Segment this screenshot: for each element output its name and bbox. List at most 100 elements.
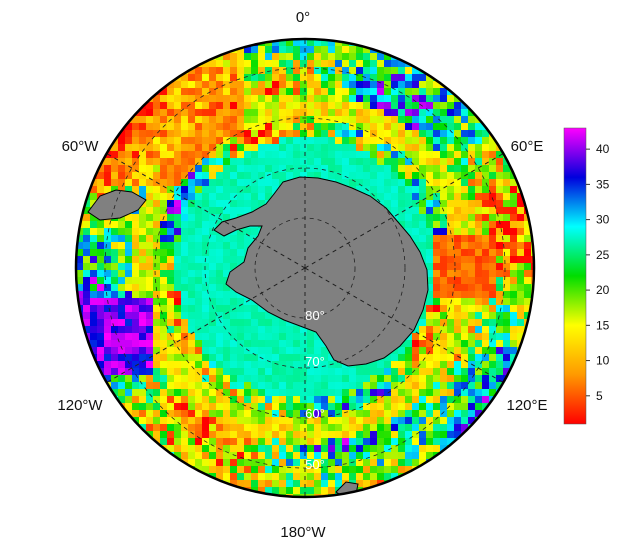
data-cell <box>531 263 534 271</box>
colorbar-tick-label: 25 <box>596 248 610 262</box>
data-cell <box>482 186 490 194</box>
data-cell <box>426 228 434 236</box>
data-cell <box>97 249 105 257</box>
data-cell <box>118 305 126 313</box>
data-cell <box>405 116 413 124</box>
data-cell <box>314 340 322 348</box>
data-cell <box>125 165 133 173</box>
data-cell <box>104 270 112 278</box>
data-cell <box>468 186 476 194</box>
data-cell <box>265 424 273 432</box>
data-cell <box>97 221 105 229</box>
data-cell <box>293 403 301 411</box>
data-cell <box>510 193 518 201</box>
data-cell <box>300 459 308 467</box>
data-cell <box>244 151 252 159</box>
data-cell <box>223 347 231 355</box>
data-cell <box>286 326 294 334</box>
data-cell <box>132 263 140 271</box>
data-cell <box>475 305 483 313</box>
data-cell <box>447 431 455 439</box>
data-cell <box>118 165 126 173</box>
data-cell <box>146 333 154 341</box>
data-cell <box>195 172 203 180</box>
data-cell <box>125 361 133 369</box>
data-cell <box>496 333 504 341</box>
data-cell <box>419 207 427 215</box>
data-cell <box>300 417 308 425</box>
data-cell <box>146 193 154 201</box>
data-cell <box>251 368 259 376</box>
data-cell <box>440 277 448 285</box>
data-cell <box>426 417 434 425</box>
data-cell <box>251 382 259 390</box>
data-cell <box>496 207 504 215</box>
data-cell <box>447 172 455 180</box>
data-cell <box>447 102 455 110</box>
data-cell <box>202 333 210 341</box>
data-cell <box>195 326 203 334</box>
data-cell <box>209 396 217 404</box>
data-cell <box>160 179 168 187</box>
data-cell <box>160 361 168 369</box>
data-cell <box>125 270 133 278</box>
data-cell <box>405 417 413 425</box>
data-cell <box>447 340 455 348</box>
data-cell <box>363 172 371 180</box>
data-cell <box>146 312 154 320</box>
data-cell <box>482 375 490 383</box>
data-cell <box>440 249 448 257</box>
data-cell <box>272 354 280 362</box>
data-cell <box>146 347 154 355</box>
data-cell <box>188 200 196 208</box>
data-cell <box>426 151 434 159</box>
data-cell <box>440 221 448 229</box>
data-cell <box>104 375 112 383</box>
data-cell <box>426 74 434 82</box>
data-cell <box>181 333 189 341</box>
data-cell <box>496 354 504 362</box>
data-cell <box>195 123 203 131</box>
data-cell <box>419 235 427 243</box>
data-cell <box>447 242 455 250</box>
data-cell <box>216 333 224 341</box>
data-cell <box>90 256 98 264</box>
data-cell <box>216 60 224 68</box>
data-cell <box>118 326 126 334</box>
data-cell <box>279 109 287 117</box>
data-cell <box>258 333 266 341</box>
data-cell <box>181 186 189 194</box>
data-cell <box>398 389 406 397</box>
data-cell <box>244 67 252 75</box>
data-cell <box>356 81 364 89</box>
data-cell <box>517 305 525 313</box>
data-cell <box>370 361 378 369</box>
data-cell <box>244 319 252 327</box>
data-cell <box>118 151 126 159</box>
data-cell <box>139 277 147 285</box>
data-cell <box>489 242 497 250</box>
data-cell <box>426 340 434 348</box>
data-cell <box>405 165 413 173</box>
data-cell <box>321 368 329 376</box>
data-cell <box>153 102 161 110</box>
data-cell <box>195 396 203 404</box>
data-cell <box>391 102 399 110</box>
data-cell <box>349 410 357 418</box>
data-cell <box>419 249 427 257</box>
data-cell <box>209 221 217 229</box>
data-cell <box>293 431 301 439</box>
data-cell <box>489 333 497 341</box>
data-cell <box>461 165 469 173</box>
data-cell <box>349 172 357 180</box>
data-cell <box>391 186 399 194</box>
data-cell <box>468 235 476 243</box>
data-cell <box>510 179 518 187</box>
data-cell <box>202 172 210 180</box>
data-cell <box>139 291 147 299</box>
data-cell <box>300 452 308 460</box>
data-cell <box>279 389 287 397</box>
data-cell <box>482 193 490 201</box>
data-cell <box>223 396 231 404</box>
data-cell <box>230 319 238 327</box>
